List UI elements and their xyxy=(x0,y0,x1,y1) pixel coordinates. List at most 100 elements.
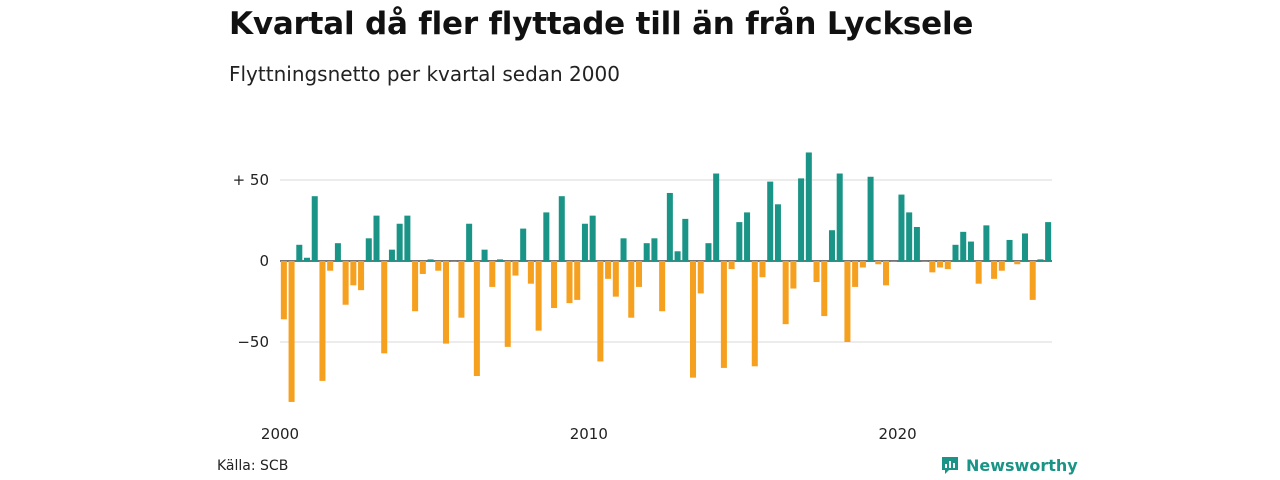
bar xyxy=(859,261,866,268)
newsworthy-icon xyxy=(942,457,958,474)
bar xyxy=(419,261,426,274)
axis-labels: + 50 0 −50 2000 2010 2020 xyxy=(233,171,917,443)
x-tick-label: 2010 xyxy=(570,425,608,443)
bar xyxy=(1037,259,1044,261)
bar xyxy=(643,243,650,261)
bar xyxy=(520,228,527,261)
bar xyxy=(867,176,874,261)
bar xyxy=(852,261,859,287)
bar xyxy=(967,241,974,261)
bar xyxy=(574,261,581,300)
bar xyxy=(304,257,311,261)
bar xyxy=(327,261,334,271)
chart-title: Kvartal då fler flyttade till än från Ly… xyxy=(229,6,974,42)
y-tick-label: −50 xyxy=(237,333,269,351)
x-tick-label: 2020 xyxy=(879,425,917,443)
bar xyxy=(813,261,820,283)
brand-name: Newsworthy xyxy=(966,455,1078,475)
bar xyxy=(334,243,341,261)
bar xyxy=(373,215,380,261)
bar xyxy=(589,215,596,261)
grid-lines xyxy=(280,179,1052,343)
bar xyxy=(427,259,434,261)
bar xyxy=(929,261,936,273)
bar xyxy=(713,173,720,261)
bar xyxy=(674,251,681,261)
bar xyxy=(890,261,897,262)
bar xyxy=(350,261,357,286)
bar xyxy=(1029,261,1036,300)
bar xyxy=(921,261,928,262)
bar xyxy=(597,261,604,362)
brand-logo: Newsworthy xyxy=(940,455,1078,475)
bar xyxy=(875,261,882,265)
bar xyxy=(450,261,457,262)
bar xyxy=(767,181,774,261)
chart-subtitle: Flyttningsnetto per kvartal sedan 2000 xyxy=(229,62,620,86)
bar xyxy=(342,261,349,305)
bar xyxy=(481,249,488,261)
bar xyxy=(944,261,951,270)
bar xyxy=(728,261,735,270)
bar xyxy=(288,261,295,402)
bar xyxy=(628,261,635,318)
bar xyxy=(906,212,913,261)
bar xyxy=(1021,233,1028,261)
y-tick-label: + 50 xyxy=(233,171,269,189)
bar xyxy=(1014,261,1021,265)
bar xyxy=(442,261,449,344)
bar xyxy=(828,230,835,261)
bar xyxy=(435,261,442,271)
bar xyxy=(736,222,743,261)
bar xyxy=(682,218,689,261)
bar xyxy=(821,261,828,317)
bar xyxy=(581,223,588,261)
bar xyxy=(566,261,573,304)
bar xyxy=(805,152,812,261)
bar xyxy=(697,261,704,294)
bar xyxy=(790,261,797,289)
bar xyxy=(512,261,519,276)
bar xyxy=(898,194,905,261)
bar xyxy=(983,225,990,261)
bar xyxy=(504,261,511,347)
bar xyxy=(620,238,627,261)
bar xyxy=(497,259,504,261)
bar xyxy=(913,226,920,261)
bar xyxy=(991,261,998,279)
bar xyxy=(527,261,534,284)
bar xyxy=(319,261,326,381)
bar xyxy=(751,261,758,367)
bar xyxy=(952,244,959,261)
bar xyxy=(844,261,851,342)
bar xyxy=(651,238,658,261)
bar xyxy=(960,231,967,261)
bar xyxy=(612,261,619,297)
bar xyxy=(358,261,365,291)
bar xyxy=(404,215,411,261)
source-note: Källa: SCB xyxy=(217,458,289,474)
bar xyxy=(659,261,666,312)
bar xyxy=(998,261,1005,271)
bar xyxy=(388,249,395,261)
bar xyxy=(558,196,565,261)
bar xyxy=(720,261,727,368)
bar xyxy=(311,196,318,261)
bar xyxy=(975,261,982,284)
bar xyxy=(690,261,697,378)
bar xyxy=(759,261,766,278)
bar xyxy=(798,178,805,261)
bar xyxy=(705,243,712,261)
bar xyxy=(381,261,388,354)
bar xyxy=(551,261,558,308)
bar xyxy=(280,261,287,320)
bar xyxy=(635,261,642,287)
bar xyxy=(1006,239,1013,261)
bar xyxy=(782,261,789,325)
bar xyxy=(365,238,372,261)
bar xyxy=(774,204,781,261)
bar xyxy=(666,192,673,261)
bar xyxy=(535,261,542,331)
bar xyxy=(458,261,465,318)
